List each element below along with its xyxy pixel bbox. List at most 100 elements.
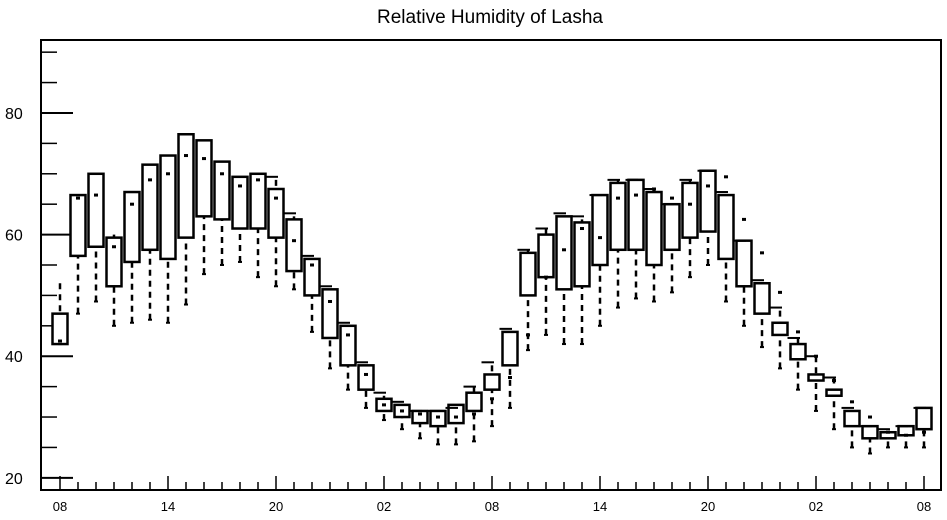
box bbox=[105, 236, 123, 288]
chart-title: Relative Humidity of Lasha bbox=[377, 7, 603, 28]
box bbox=[87, 172, 105, 249]
box-median bbox=[400, 409, 404, 413]
box bbox=[321, 288, 339, 340]
box bbox=[303, 257, 321, 297]
box-median bbox=[202, 157, 206, 161]
box bbox=[663, 202, 681, 252]
box bbox=[501, 330, 519, 367]
box-median bbox=[490, 397, 494, 401]
box-median bbox=[58, 339, 62, 343]
box bbox=[519, 251, 537, 297]
box bbox=[69, 193, 87, 258]
box-median bbox=[796, 330, 800, 334]
box bbox=[717, 193, 735, 261]
box bbox=[537, 233, 555, 279]
box-median bbox=[850, 400, 854, 404]
box-median bbox=[688, 202, 692, 206]
box-median bbox=[868, 415, 872, 419]
box bbox=[771, 321, 789, 337]
x-tick-label: 20 bbox=[269, 499, 283, 514]
box-median bbox=[598, 236, 602, 240]
box bbox=[735, 239, 753, 288]
box bbox=[609, 181, 627, 252]
box-median bbox=[256, 178, 260, 182]
box bbox=[825, 388, 843, 397]
box-median bbox=[832, 379, 836, 383]
box bbox=[231, 175, 249, 230]
box-median bbox=[166, 172, 170, 176]
box bbox=[681, 181, 699, 239]
box bbox=[447, 403, 465, 425]
x-tick-label: 20 bbox=[701, 499, 715, 514]
box-median bbox=[328, 299, 332, 303]
y-axis: 20 40 60 80 bbox=[5, 51, 73, 488]
box-median bbox=[310, 263, 314, 267]
x-tick-label: 02 bbox=[377, 499, 391, 514]
box-median bbox=[616, 196, 620, 200]
box-median bbox=[148, 178, 152, 182]
box-median bbox=[886, 430, 890, 434]
x-tick-label: 14 bbox=[161, 499, 175, 514]
box bbox=[591, 193, 609, 267]
box bbox=[555, 215, 573, 291]
box bbox=[861, 424, 879, 440]
box-median bbox=[364, 372, 368, 376]
box bbox=[51, 312, 69, 346]
box bbox=[213, 160, 231, 221]
x-tick-label: 08 bbox=[53, 499, 67, 514]
box-median bbox=[544, 275, 548, 279]
box bbox=[429, 409, 447, 428]
box-median bbox=[634, 193, 638, 197]
box bbox=[573, 221, 591, 288]
box bbox=[753, 281, 771, 315]
box bbox=[357, 364, 375, 391]
box-median bbox=[382, 403, 386, 407]
box-median bbox=[526, 333, 530, 337]
box bbox=[195, 139, 213, 218]
x-tick-label: 08 bbox=[917, 499, 931, 514]
box bbox=[123, 190, 141, 264]
box-median bbox=[724, 175, 728, 179]
box bbox=[699, 169, 717, 233]
box bbox=[177, 133, 195, 239]
box-median bbox=[112, 245, 116, 249]
box bbox=[627, 178, 645, 252]
box-median bbox=[346, 333, 350, 337]
box-median bbox=[472, 412, 476, 416]
box bbox=[339, 324, 357, 367]
box bbox=[267, 187, 285, 239]
y-tick-label: 60 bbox=[5, 228, 23, 245]
box-median bbox=[418, 412, 422, 416]
box-median bbox=[238, 184, 242, 188]
box-median bbox=[274, 196, 278, 200]
box bbox=[483, 373, 501, 391]
box bbox=[807, 373, 825, 382]
box-median bbox=[292, 239, 296, 243]
x-tick-label: 08 bbox=[485, 499, 499, 514]
x-axis: 08 14 20 02 08 14 20 02 08 bbox=[53, 476, 931, 514]
box-median bbox=[184, 154, 188, 158]
x-tick-label: 14 bbox=[593, 499, 607, 514]
box bbox=[159, 154, 177, 261]
box-median bbox=[436, 415, 440, 419]
box-median bbox=[706, 184, 710, 188]
y-tick-label: 80 bbox=[5, 106, 23, 123]
box-median bbox=[454, 415, 458, 419]
y-tick-label: 40 bbox=[5, 349, 23, 366]
box-median bbox=[76, 196, 80, 200]
box bbox=[141, 163, 159, 252]
box-median bbox=[922, 430, 926, 434]
box-median bbox=[580, 227, 584, 231]
x-tick-label: 02 bbox=[809, 499, 823, 514]
box-median bbox=[670, 196, 674, 200]
box-median bbox=[130, 202, 134, 206]
y-tick-label: 20 bbox=[5, 471, 23, 488]
box-median bbox=[508, 376, 512, 379]
box-median bbox=[94, 193, 98, 197]
box bbox=[789, 342, 807, 361]
box bbox=[843, 409, 861, 428]
box-median bbox=[742, 217, 746, 221]
box-median bbox=[760, 251, 764, 255]
box bbox=[915, 406, 933, 431]
